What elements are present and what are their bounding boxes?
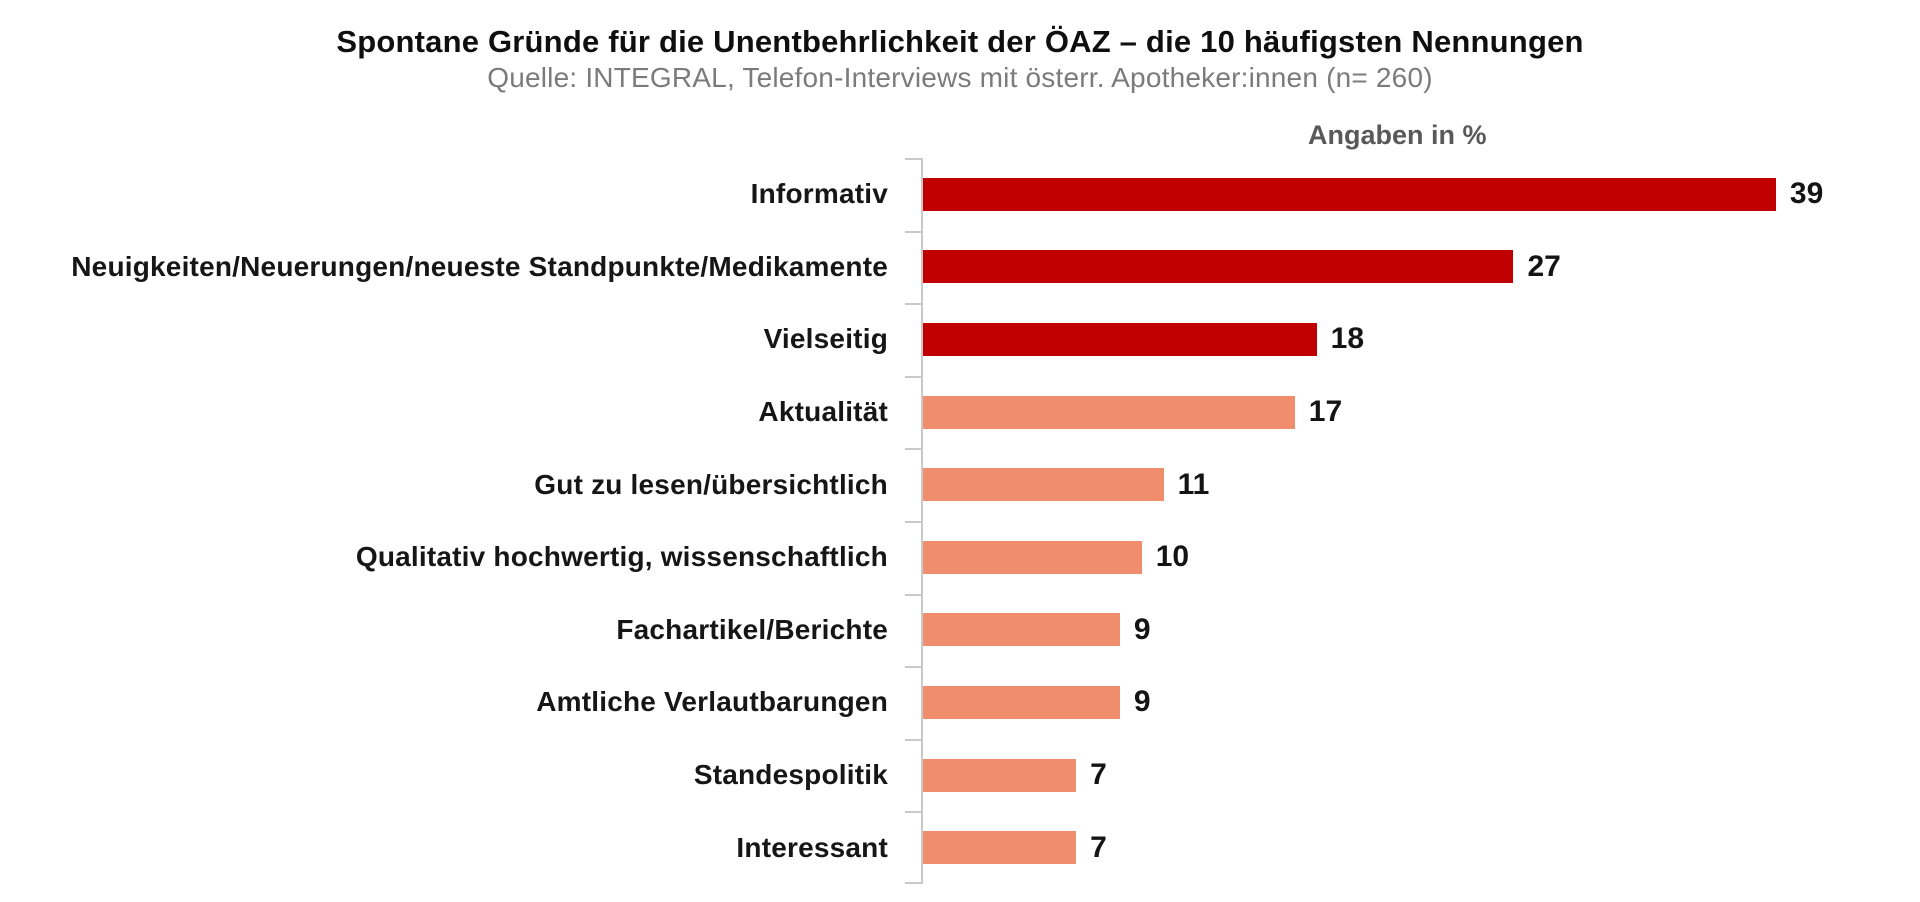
category-label-text: Interessant [736, 831, 888, 863]
category-label-text: Qualitativ hochwertig, wissenschaftlich [355, 541, 888, 573]
axis-tick [905, 303, 921, 305]
bar-value-label: 39 [1789, 177, 1824, 211]
axis-tick [905, 521, 921, 523]
category-label: Vielseitig [0, 323, 905, 355]
chart-row: Informativ 39 [0, 158, 1920, 231]
category-label-text: Neuigkeiten/Neuerungen/neueste Standpunk… [71, 250, 888, 282]
axis-tick [905, 158, 921, 160]
chart-row: Neuigkeiten/Neuerungen/neueste Standpunk… [0, 231, 1920, 304]
bar-value-label: 7 [1090, 758, 1107, 792]
category-label-text: Amtliche Verlautbarungen [536, 686, 888, 718]
chart-rows: Informativ 39 Neuigkeiten/Neuerungen/neues… [0, 158, 1920, 884]
bar-value-label: 9 [1133, 685, 1151, 719]
y-axis-line [921, 158, 923, 884]
axis-tick [905, 448, 921, 450]
chart-row: Aktualität 17 [0, 376, 1920, 449]
category-label-text: Standespolitik [693, 759, 888, 791]
bar-value-label: 18 [1330, 322, 1365, 356]
bar [923, 250, 1514, 284]
bar-track: 9 [923, 612, 1920, 647]
chart-row: Vielseitig 18 [0, 303, 1920, 376]
bar [923, 322, 1317, 356]
chart-row: Fachartikel/Berichte 9 [0, 594, 1920, 667]
chart-row: Amtliche Verlautbarungen 9 [0, 666, 1920, 739]
category-label-text: Informativ [750, 178, 888, 210]
axis-tick [905, 594, 921, 596]
category-label: Informativ [0, 178, 905, 210]
category-label: Fachartikel/Berichte [0, 614, 905, 646]
bar [923, 831, 1077, 865]
chart-title: Spontane Gründe für die Unentbehrlichkei… [336, 24, 1584, 59]
category-label: Neuigkeiten/Neuerungen/neueste Standpunk… [0, 251, 905, 283]
bar-value-label: 27 [1527, 249, 1561, 283]
bar-track: 10 [923, 540, 1920, 574]
axis-tick [905, 811, 921, 813]
category-label: Qualitativ hochwertig, wissenschaftlich [0, 541, 905, 573]
category-label-text: Aktualität [758, 396, 888, 428]
bar-track: 7 [923, 758, 1920, 792]
axis-tick [905, 739, 921, 741]
bar [923, 177, 1776, 211]
bar-track: 27 [923, 249, 1920, 284]
bar-value-label: 10 [1155, 540, 1190, 574]
category-label-text: Gut zu lesen/übersichtlich [534, 468, 888, 500]
chart-row: Gut zu lesen/übersichtlich 11 [0, 448, 1920, 521]
category-label: Interessant [0, 832, 905, 864]
bar [923, 758, 1077, 792]
bar-track: 17 [923, 395, 1920, 429]
bar-track: 9 [923, 685, 1920, 719]
bar [923, 613, 1120, 647]
chart-row: Standespolitik 7 [0, 739, 1920, 812]
category-label-text: Vielseitig [763, 323, 888, 355]
bar-value-label: 11 [1177, 467, 1210, 501]
bar-track: 7 [923, 830, 1920, 865]
bar-value-label: 9 [1133, 612, 1151, 646]
category-label: Standespolitik [0, 759, 905, 791]
category-label: Amtliche Verlautbarungen [0, 686, 905, 718]
bar-value-label: 17 [1308, 395, 1343, 429]
category-label-text: Fachartikel/Berichte [616, 613, 888, 645]
bar-track: 18 [923, 322, 1920, 356]
unit-label: Angaben in % [1308, 120, 1487, 150]
chart-subtitle: Quelle: INTEGRAL, Telefon-Interviews mit… [487, 62, 1433, 93]
axis-tick [905, 882, 921, 884]
plot-area: Informativ 39 Neuigkeiten/Neuerungen/neues… [0, 158, 1920, 884]
axis-tick [905, 666, 921, 668]
chart-row: Qualitativ hochwertig, wissenschaftlich 1… [0, 521, 1920, 594]
category-label: Aktualität [0, 396, 905, 428]
bar-track: 11 [923, 467, 1920, 502]
bar-value-label: 7 [1090, 830, 1107, 864]
bar [923, 468, 1164, 502]
axis-tick [905, 231, 921, 233]
chart-row: Interessant 7 [0, 811, 1920, 884]
bar [923, 685, 1120, 719]
bar [923, 395, 1295, 429]
bar-track: 39 [923, 177, 1920, 211]
bar [923, 540, 1142, 574]
category-label: Gut zu lesen/übersichtlich [0, 469, 905, 501]
axis-tick [905, 376, 921, 378]
